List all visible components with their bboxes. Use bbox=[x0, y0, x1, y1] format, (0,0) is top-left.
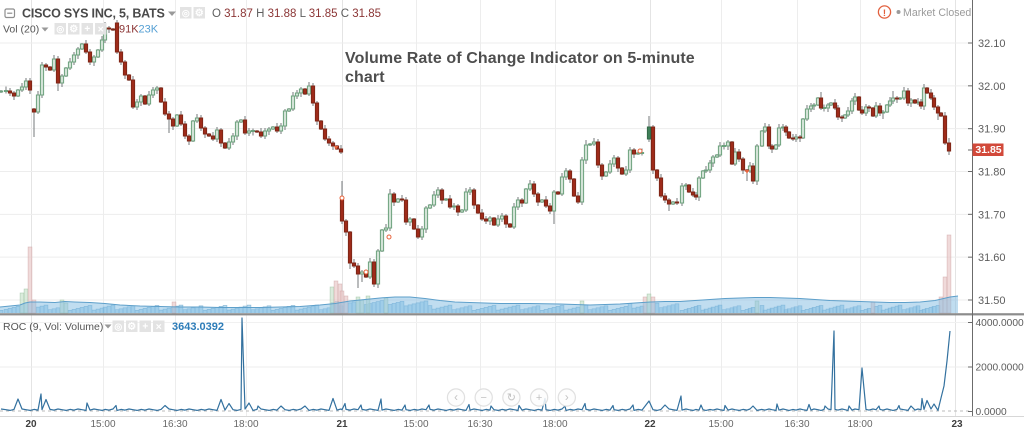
svg-text:‹: ‹ bbox=[454, 392, 458, 404]
svg-text:23: 23 bbox=[951, 419, 963, 430]
svg-text:−: − bbox=[480, 392, 486, 404]
svg-text:+: + bbox=[142, 321, 148, 332]
svg-text:15:00: 15:00 bbox=[708, 419, 733, 430]
svg-text:⚙: ⚙ bbox=[127, 321, 136, 332]
svg-text:31.85: 31.85 bbox=[975, 144, 1001, 156]
svg-text:15:00: 15:00 bbox=[403, 419, 428, 430]
svg-text:ROC (9, Vol: Volume): ROC (9, Vol: Volume) bbox=[3, 321, 103, 333]
svg-text:31.50: 31.50 bbox=[978, 295, 1006, 307]
svg-text:CISCO SYS INC, 5, BATS: CISCO SYS INC, 5, BATS bbox=[22, 7, 165, 21]
svg-text:chart: chart bbox=[345, 69, 385, 86]
svg-text:4000.0000: 4000.0000 bbox=[976, 318, 1024, 329]
svg-text:21: 21 bbox=[336, 419, 348, 430]
svg-text:32.00: 32.00 bbox=[978, 81, 1006, 93]
svg-text:!: ! bbox=[883, 8, 886, 19]
svg-text:◎: ◎ bbox=[114, 321, 122, 331]
svg-text:Market Closed: Market Closed bbox=[903, 7, 971, 19]
svg-text:✕: ✕ bbox=[155, 322, 162, 331]
svg-text:18:00: 18:00 bbox=[847, 419, 872, 430]
svg-text:16:30: 16:30 bbox=[162, 419, 187, 430]
svg-text:20: 20 bbox=[25, 419, 37, 430]
svg-text:31.70: 31.70 bbox=[978, 209, 1006, 221]
svg-text:+: + bbox=[84, 24, 90, 35]
svg-text:+: + bbox=[536, 392, 542, 404]
svg-text:⚙: ⚙ bbox=[195, 8, 204, 19]
svg-text:⚙: ⚙ bbox=[69, 24, 78, 35]
svg-text:O 31.87 H 31.88 L 31.85 C 31.8: O 31.87 H 31.88 L 31.85 C 31.85 bbox=[212, 8, 381, 20]
svg-text:91K 23K: 91K 23K bbox=[119, 24, 159, 36]
svg-text:Volume Rate of Change Indicato: Volume Rate of Change Indicator on 5-min… bbox=[345, 50, 695, 67]
svg-text:18:00: 18:00 bbox=[233, 419, 258, 430]
svg-text:22: 22 bbox=[644, 419, 656, 430]
svg-text:18:00: 18:00 bbox=[542, 419, 567, 430]
svg-text:2000.0000: 2000.0000 bbox=[976, 363, 1024, 374]
svg-text:15:00: 15:00 bbox=[90, 419, 115, 430]
svg-text:3643.0392: 3643.0392 bbox=[172, 321, 224, 333]
svg-text:↻: ↻ bbox=[507, 392, 516, 404]
svg-text:✕: ✕ bbox=[97, 25, 104, 34]
svg-text:0.0000: 0.0000 bbox=[976, 407, 1007, 418]
svg-text:32.10: 32.10 bbox=[978, 38, 1006, 50]
svg-text:◎: ◎ bbox=[182, 8, 190, 18]
svg-text:Vol (20): Vol (20) bbox=[3, 24, 39, 36]
svg-text:16:30: 16:30 bbox=[467, 419, 492, 430]
svg-text:›: › bbox=[565, 392, 569, 404]
svg-text:31.80: 31.80 bbox=[978, 167, 1006, 179]
svg-text:31.60: 31.60 bbox=[978, 252, 1006, 264]
svg-text:16:30: 16:30 bbox=[784, 419, 809, 430]
svg-text:◎: ◎ bbox=[56, 24, 64, 34]
svg-text:31.90: 31.90 bbox=[978, 124, 1006, 136]
